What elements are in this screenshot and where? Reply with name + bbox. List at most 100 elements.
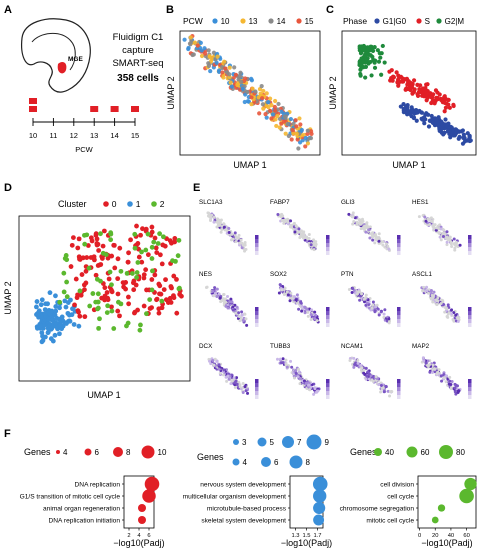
umap-point [235,82,240,88]
umap-point [57,331,62,337]
umap-point [140,226,145,232]
feature-point [356,290,360,294]
sample-marker [29,106,37,112]
feature-point [275,357,279,361]
term-label: animal organ regeneration [43,506,120,513]
legend-size-label: 8 [306,458,311,467]
feature-point [377,232,381,236]
umap-point [50,324,55,330]
colorbar-segment [468,395,472,399]
feature-point [312,392,316,396]
umap-point [102,285,108,291]
plot-c-frame [341,30,477,156]
sample-marker [29,98,37,104]
umap-point [308,136,314,141]
legend-size-label: 6 [274,458,279,467]
umap-point [98,231,103,237]
legend-size-label: 4 [63,448,68,457]
colorbar-segment [255,379,259,383]
umap-point [76,236,82,242]
feature-point [449,387,453,391]
panel-f-letter: F [4,428,11,440]
umap-point [437,128,442,133]
umap-point [132,231,138,237]
feature-point [442,376,446,380]
umap-point [174,310,180,316]
umap-point [115,276,121,282]
feature-point [347,288,351,292]
umap-point [107,269,113,275]
umap-point [290,127,295,133]
feature-point [241,243,245,247]
umap-point [111,242,117,248]
umap-point [199,48,204,53]
umap-point [305,131,310,137]
umap-point [442,100,448,106]
feature-plot-tubb3: TUBB3 [270,343,330,399]
umap-point [138,322,143,328]
legend-size-label: 10 [158,448,167,457]
colorbar-segment [397,251,401,255]
feature-point [422,359,426,363]
umap-point [109,308,115,314]
umap-point [149,256,155,261]
umap-point [159,298,165,304]
umap-point [291,121,296,126]
legend-label: 2 [160,199,165,209]
feature-point [362,227,366,231]
x-tick-label: 1.5 [302,533,310,539]
legend-d-title: Cluster [58,199,87,209]
feature-point [348,359,352,363]
feature-point [302,379,306,383]
umap-point [74,295,80,301]
umap-point [85,243,91,248]
feature-point [455,384,459,388]
umap-point [117,245,123,251]
umap-point [83,280,89,286]
colorbar-segment [326,395,330,399]
term-label: mitotic cell cycle [366,518,414,525]
feature-point [379,390,383,394]
method-line-2: capture [122,45,154,56]
feature-point [224,228,228,232]
feature-point [246,391,250,395]
feature-point [243,385,247,389]
umap-point [410,91,415,96]
umap-point [359,56,364,61]
umap-point [105,303,111,309]
umap-point [136,254,142,260]
feature-point [358,218,362,222]
legend-label: 14 [277,17,286,26]
umap-point [276,101,281,107]
feature-point [362,297,366,301]
feature-point [379,383,383,387]
umap-point [128,237,133,243]
feature-point [297,307,301,311]
umap-point [285,122,290,127]
feature-point [211,359,215,363]
feature-point [240,313,244,317]
umap-point [190,52,195,58]
umap-point [288,116,293,122]
umap-point [94,236,100,242]
feature-point [238,319,242,323]
feature-point [439,374,443,378]
colorbar-segment [255,383,259,387]
umap-point [268,108,273,114]
feature-point [440,298,444,302]
umap-point [98,262,104,267]
umap-point [186,45,191,51]
feature-point [312,242,316,246]
panel-b-letter: B [166,4,174,16]
enrichment-dot [142,489,156,503]
umap-point [363,64,369,69]
legend-swatch [416,18,422,24]
feature-point [316,389,320,393]
feature-point [215,294,219,298]
colorbar-segment [326,391,330,395]
feature-point [239,238,243,242]
umap-point [451,103,456,109]
feature-point [299,232,303,236]
umap-point [141,272,147,278]
feature-point [204,286,208,290]
